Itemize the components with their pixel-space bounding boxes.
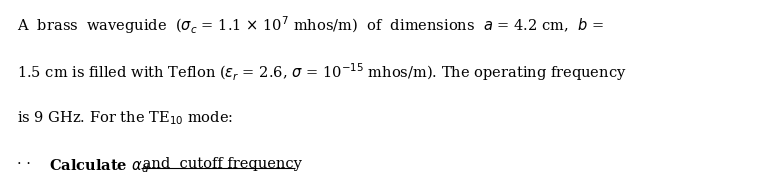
Text: · ·: · · (17, 157, 30, 171)
Text: and  cutoff frequency: and cutoff frequency (139, 157, 303, 171)
Text: 1.5 cm is filled with Teflon ($\varepsilon_r$ = 2.6, $\sigma$ = 10$^{-15}$ mhos/: 1.5 cm is filled with Teflon ($\varepsil… (17, 62, 626, 84)
Text: Calculate $\alpha_d$: Calculate $\alpha_d$ (49, 157, 149, 175)
Text: A  brass  waveguide  ($\sigma_c$ = 1.1 $\times$ 10$^7$ mhos/m)  of  dimensions  : A brass waveguide ($\sigma_c$ = 1.1 $\ti… (17, 14, 604, 36)
Text: is 9 GHz. For the TE$_{10}$ mode:: is 9 GHz. For the TE$_{10}$ mode: (17, 109, 232, 127)
